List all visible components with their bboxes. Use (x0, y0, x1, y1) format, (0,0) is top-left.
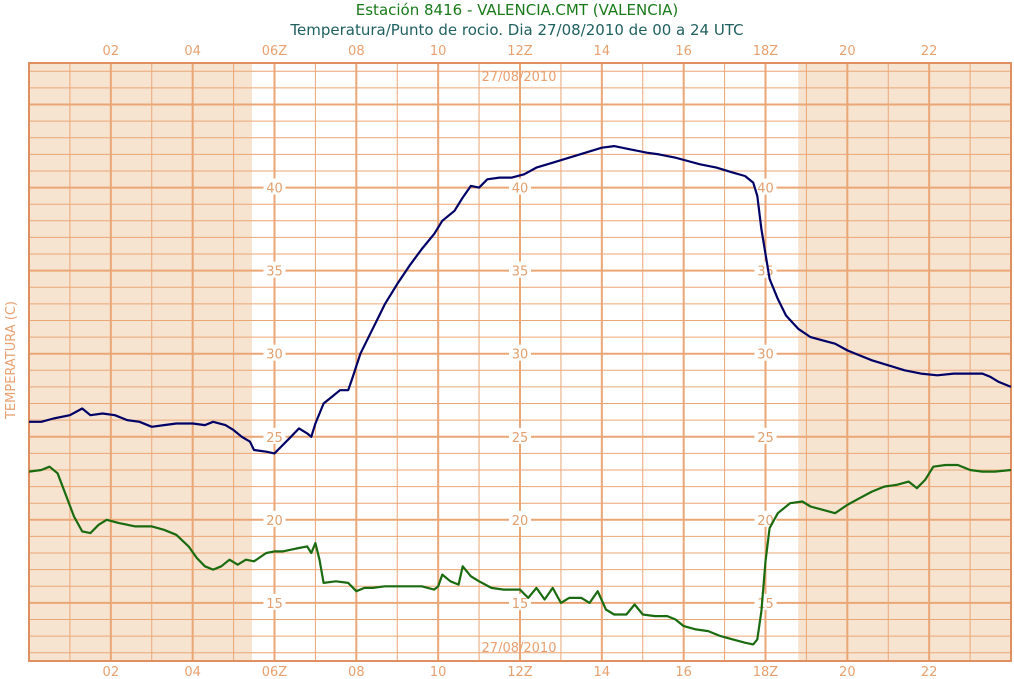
x-tick-label-top: 20 (839, 44, 856, 59)
y-tick-label: 40 (757, 182, 774, 197)
y-tick-label: 25 (512, 431, 529, 446)
x-tick-label-top: 12Z (507, 44, 533, 59)
y-tick-label: 20 (757, 514, 774, 529)
y-tick-label: 15 (512, 597, 529, 612)
date-label-top: 27/08/2010 (482, 70, 557, 85)
y-tick-label: 25 (266, 431, 283, 446)
y-tick-bg (263, 510, 286, 527)
y-tick-bg (263, 261, 286, 278)
series-line-temperature (29, 145, 1012, 455)
x-tick-label-bottom: 08 (348, 665, 365, 679)
y-tick-bg (263, 427, 286, 444)
x-tick-label-top: 10 (430, 44, 447, 59)
series-line-dewpoint (28, 463, 1012, 646)
y-tick-label: 40 (266, 182, 283, 197)
chart-subtitle: Temperatura/Punto de rocio. Dia 27/08/20… (289, 21, 743, 39)
y-tick-bg (754, 178, 777, 195)
y-tick-bg (263, 593, 286, 610)
x-tick-labels: 02 02 04 04 06Z 06Z 08 08 10 10 12Z 12Z 14 14 16 16 18Z 1… (103, 44, 938, 679)
y-tick-bg (754, 427, 777, 444)
y-tick-bg (509, 178, 531, 195)
x-tick-label-bottom: 04 (184, 665, 201, 679)
y-tick-label: 15 (757, 597, 774, 612)
x-tick-label-bottom: 22 (921, 665, 938, 679)
y-axis-label: TEMPERATURA (C) (4, 301, 19, 420)
y-tick-label: 20 (512, 514, 529, 529)
x-tick-label-top: 02 (103, 44, 120, 59)
y-tick-labels: 15 20 25 30 35 40 15 20 25 30 35 40 15 20 25 30 35 40 (263, 178, 777, 612)
y-tick-label: 30 (266, 348, 283, 363)
x-tick-label-bottom: 10 (430, 665, 447, 679)
y-tick-bg (754, 261, 777, 278)
series-lines (28, 145, 1012, 646)
y-tick-label: 35 (512, 265, 529, 280)
y-tick-label: 15 (266, 597, 283, 612)
x-tick-label-bottom: 14 (594, 665, 611, 679)
y-tick-bg (509, 427, 531, 444)
x-tick-label-top: 18Z (753, 44, 779, 59)
y-tick-bg (509, 344, 531, 361)
date-label-bottom: 27/08/2010 (482, 641, 557, 656)
y-tick-label: 35 (266, 265, 283, 280)
x-tick-label-bottom: 20 (839, 665, 856, 679)
y-tick-bg (754, 510, 777, 527)
night-band-0 (29, 63, 252, 661)
night-band-1 (798, 63, 1011, 661)
y-tick-label: 35 (757, 265, 774, 280)
y-tick-bg (754, 593, 777, 610)
y-tick-bg (509, 261, 531, 278)
y-tick-bg (509, 510, 531, 527)
x-tick-label-top: 16 (675, 44, 692, 59)
y-tick-bg (509, 593, 531, 610)
plot-border (28, 62, 1012, 662)
x-tick-label-bottom: 16 (675, 665, 692, 679)
y-tick-label: 20 (266, 514, 283, 529)
chart-title: Estación 8416 - VALENCIA.CMT (VALENCIA) (356, 1, 678, 19)
y-tick-bg (263, 344, 286, 361)
night-shading (29, 63, 1011, 661)
y-tick-bg (754, 344, 777, 361)
y-tick-label: 30 (757, 348, 774, 363)
y-tick-bg (263, 178, 286, 195)
x-tick-label-top: 14 (594, 44, 611, 59)
y-tick-label: 30 (512, 348, 529, 363)
y-tick-label: 25 (757, 431, 774, 446)
y-tick-label: 40 (512, 182, 529, 197)
x-tick-label-bottom: 06Z (262, 665, 288, 679)
x-tick-label-bottom: 12Z (507, 665, 533, 679)
x-tick-label-bottom: 18Z (753, 665, 779, 679)
x-tick-label-bottom: 02 (103, 665, 120, 679)
x-tick-label-top: 22 (921, 44, 938, 59)
x-tick-label-top: 08 (348, 44, 365, 59)
x-tick-label-top: 06Z (262, 44, 288, 59)
x-tick-label-top: 04 (184, 44, 201, 59)
